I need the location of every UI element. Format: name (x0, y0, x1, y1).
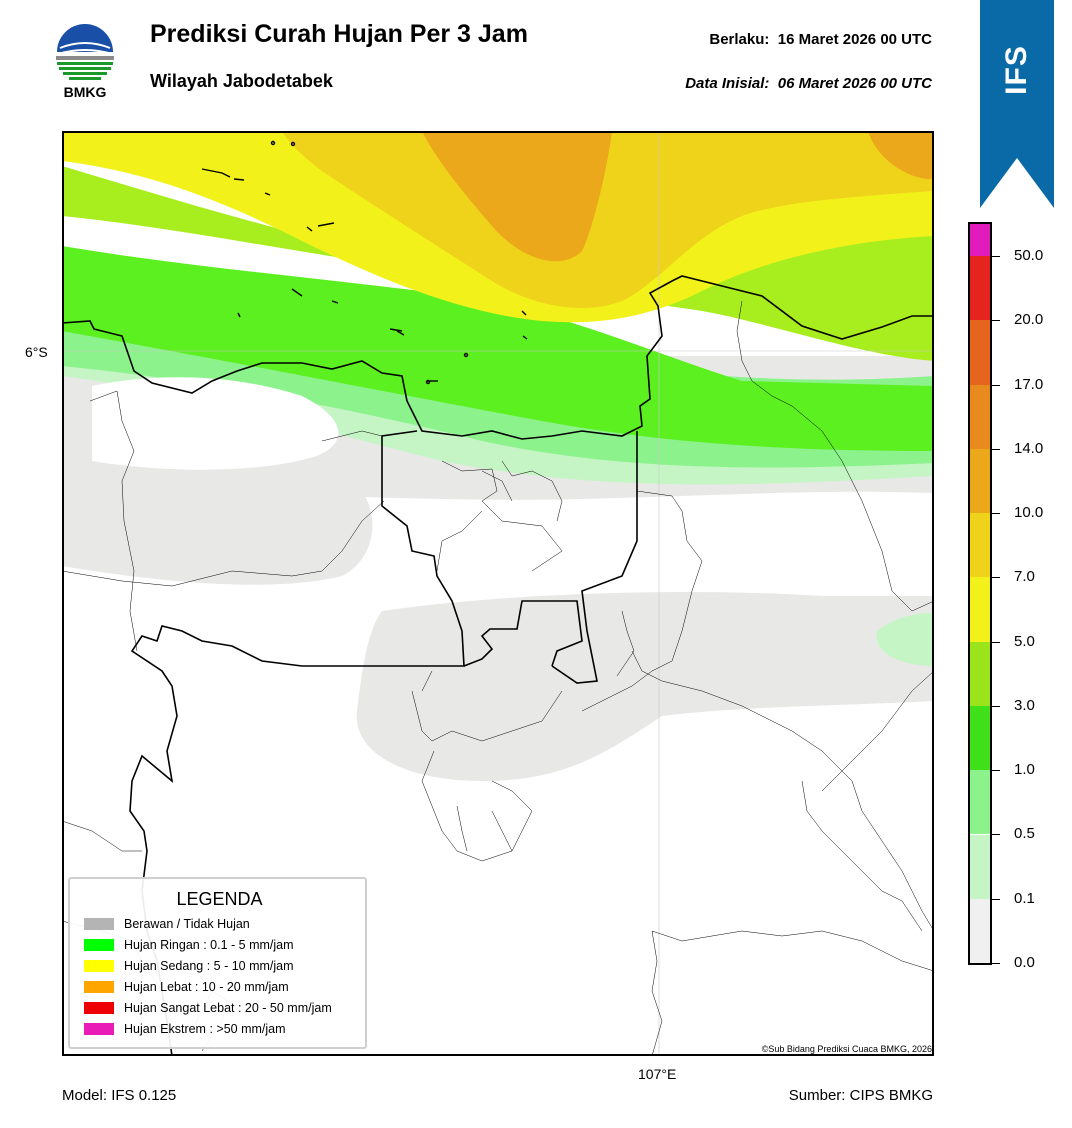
colorbar-segment (970, 256, 990, 321)
logo-text: BMKG (63, 84, 107, 100)
init-time: Data Inisial: 06 Maret 2026 00 UTC (685, 75, 932, 92)
colorbar-tick (992, 384, 1000, 386)
colorbar-segment (970, 224, 990, 257)
init-label: Data Inisial: (685, 75, 770, 92)
colorbar-tick (992, 577, 1000, 579)
source-info: Sumber: CIPS BMKG (788, 1087, 933, 1104)
legend-swatch (84, 918, 114, 930)
legend-swatch (84, 1002, 114, 1014)
legend-item-moderate: Hujan Sedang : 5 - 10 mm/jam (84, 959, 294, 973)
colorbar-tick (992, 770, 1000, 772)
rainfall-map (62, 131, 934, 1056)
colorbar-tick-label: 0.5 (1014, 825, 1035, 843)
colorbar-segment (970, 448, 990, 514)
colorbar-segment (970, 898, 990, 963)
ifs-banner (980, 0, 1054, 208)
band-light-10 (62, 246, 934, 451)
colorbar-tick-label: 7.0 (1014, 568, 1035, 586)
page-title: Prediksi Curah Hujan Per 3 Jam (150, 20, 528, 48)
legend: LEGENDA Berawan / Tidak Hujan Hujan Ring… (68, 877, 367, 1049)
band-heavy-100 (422, 131, 612, 262)
latitude-label: 6°S (25, 344, 48, 360)
legend-label: Hujan Ekstrem : >50 mm/jam (124, 1022, 286, 1036)
colorbar-tick (992, 448, 1000, 450)
legend-item-cloudy: Berawan / Tidak Hujan (84, 917, 250, 931)
model-info: Model: IFS 0.125 (62, 1087, 177, 1104)
colorbar-tick-label: 1.0 (1014, 761, 1035, 779)
legend-label: Hujan Lebat : 10 - 20 mm/jam (124, 980, 289, 994)
legend-label: Berawan / Tidak Hujan (124, 917, 250, 931)
legend-label: Hujan Sedang : 5 - 10 mm/jam (124, 959, 294, 973)
legend-swatch (84, 981, 114, 993)
valid-time: Berlaku: 16 Maret 2026 00 UTC (709, 31, 932, 48)
colorbar-tick (992, 963, 1000, 964)
coastline (62, 275, 934, 440)
colorbar-tick (992, 256, 1000, 258)
colorbar-tick (992, 641, 1000, 643)
cloudy-blob-center (356, 591, 934, 781)
map-credit: ©Sub Bidang Prediksi Cuaca BMKG, 2026 (761, 1044, 932, 1054)
colorbar-tick (992, 705, 1000, 707)
ifs-banner-label: IFS (999, 45, 1033, 95)
band-moderate-70 (282, 131, 934, 309)
colorbar-tick-label: 5.0 (1014, 632, 1035, 650)
legend-swatch (84, 960, 114, 972)
colorbar-tick-label: 14.0 (1014, 439, 1044, 457)
band-moderate-30 (62, 166, 934, 361)
valid-value: 16 Maret 2026 00 UTC (777, 31, 932, 48)
colorbar (968, 222, 992, 965)
cloudy-blob-west (62, 491, 373, 585)
bmkg-logo: BMKG (50, 20, 120, 102)
colorbar-tick-label: 10.0 (1014, 504, 1044, 522)
province-boundaries (129, 430, 638, 1056)
map-frame (62, 131, 934, 1056)
legend-item-heavy: Hujan Lebat : 10 - 20 mm/jam (84, 980, 289, 994)
islands (201, 140, 528, 385)
legend-label: Hujan Sangat Lebat : 20 - 50 mm/jam (124, 1001, 332, 1015)
legend-label: Hujan Ringan : 0.1 - 5 mm/jam (124, 938, 294, 952)
colorbar-tick-label: 50.0 (1014, 247, 1044, 265)
colorbar-segment (970, 384, 990, 449)
colorbar-tick-label: 17.0 (1014, 375, 1044, 393)
colorbar-tick (992, 834, 1000, 836)
legend-item-very-heavy: Hujan Sangat Lebat : 20 - 50 mm/jam (84, 1001, 332, 1015)
clear-zone-west (92, 377, 339, 470)
legend-item-extreme: Hujan Ekstrem : >50 mm/jam (84, 1022, 286, 1036)
colorbar-segment (970, 770, 990, 835)
colorbar-tick-label: 3.0 (1014, 696, 1035, 714)
valid-label: Berlaku: (709, 31, 770, 48)
init-value: 06 Maret 2026 00 UTC (777, 75, 932, 92)
colorbar-segment (970, 641, 990, 706)
colorbar-tick (992, 513, 1000, 515)
light-rain-blob-east (876, 612, 934, 666)
page-subtitle: Wilayah Jabodetabek (150, 71, 333, 91)
colorbar-segment (970, 834, 990, 899)
colorbar-tick-label: 0.0 (1014, 954, 1035, 971)
legend-title: LEGENDA (176, 889, 263, 909)
legend-item-light: Hujan Ringan : 0.1 - 5 mm/jam (84, 938, 294, 952)
band-heavy-100-ne (868, 131, 934, 180)
colorbar-tick-label: 20.0 (1014, 311, 1044, 329)
legend-swatch (84, 1023, 114, 1035)
colorbar-segment (970, 705, 990, 771)
colorbar-segment (970, 513, 990, 578)
colorbar-segment (970, 577, 990, 642)
legend-swatch (84, 939, 114, 951)
colorbar-segment (970, 320, 990, 385)
bmkg-logo-icon (56, 24, 114, 80)
colorbar-tick (992, 320, 1000, 322)
colorbar-tick-label: 0.1 (1014, 889, 1035, 907)
colorbar-tick (992, 898, 1000, 900)
longitude-label: 107°E (638, 1066, 677, 1082)
